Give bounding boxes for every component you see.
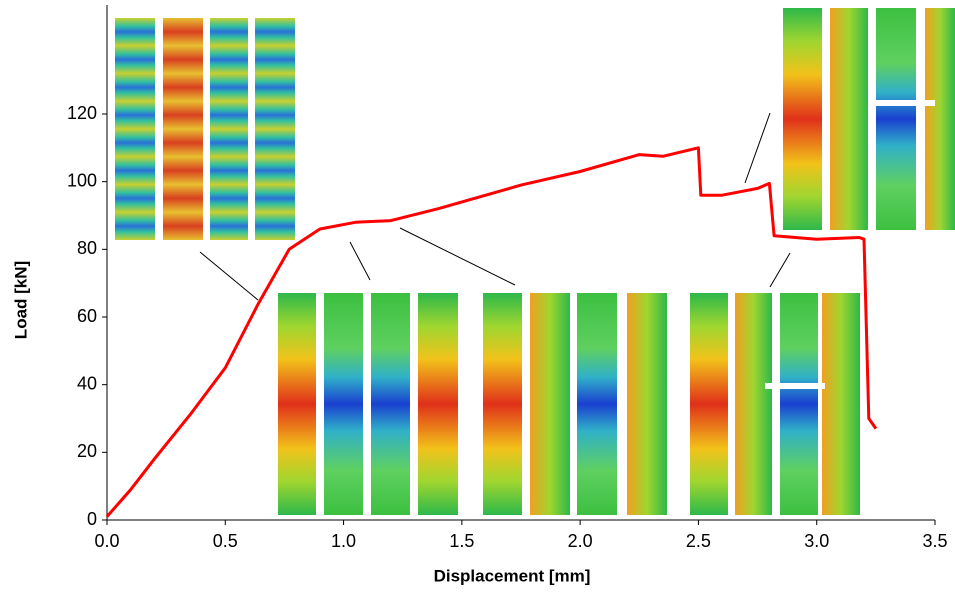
strip [210,18,248,240]
y-tick-label: 120 [67,103,97,123]
x-tick-label: 1.5 [449,531,474,551]
strip [530,293,570,515]
x-tick-label: 0.5 [213,531,238,551]
y-tick-label: 0 [87,509,97,529]
strip [735,293,772,515]
strip [255,18,295,240]
strip [783,8,822,230]
strip [925,8,955,230]
load-curve [105,146,878,518]
y-tick-label: 20 [77,441,97,461]
strip [577,293,617,515]
x-tick-label: 1.0 [331,531,356,551]
inset-top-right [783,8,955,230]
crack [765,383,825,389]
strip [690,293,728,515]
strip [483,293,522,515]
strip [876,8,916,230]
strip [418,293,458,515]
leader-line [199,251,259,301]
x-axis-title: Displacement [mm] [434,566,591,585]
strip [780,293,818,515]
crack [875,100,935,106]
x-tick-label: 3.0 [804,531,829,551]
strip [278,293,316,515]
x-tick-label: 2.0 [568,531,593,551]
strip [163,18,203,240]
strip [830,8,868,230]
y-tick-label: 40 [77,373,97,393]
inset-bottom [278,293,860,515]
strip [324,293,363,515]
leaders [199,112,791,301]
x-tick-label: 3.5 [922,531,947,551]
leader-line [349,241,371,281]
y-tick-label: 80 [77,238,97,258]
strip [115,18,155,240]
leader-line [399,227,516,286]
strip [371,293,410,515]
inset-top-left [115,18,295,240]
strip [627,293,667,515]
strip [822,293,860,515]
x-tick-label: 2.5 [686,531,711,551]
x-tick-label: 0.0 [94,531,119,551]
y-tick-label: 60 [77,306,97,326]
y-tick-label: 100 [67,170,97,190]
y-axis-title: Load [kN] [11,261,30,339]
leader-line [744,112,771,184]
leader-line [769,252,791,288]
